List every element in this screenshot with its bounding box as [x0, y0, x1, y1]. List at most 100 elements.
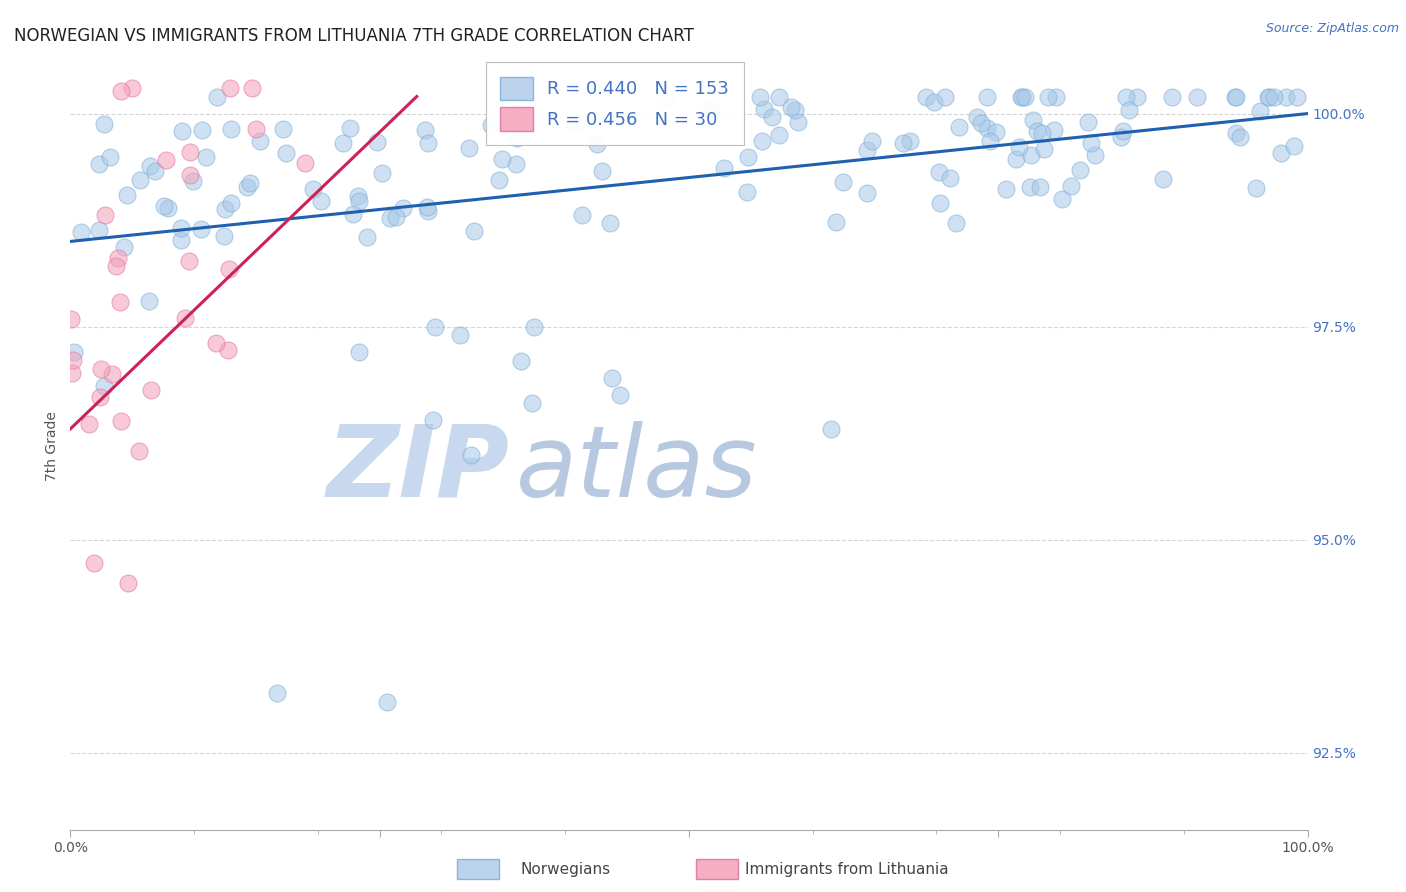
Point: [93, 117, 115, 131]
Point: [422, 413, 444, 427]
Point: [1032, 142, 1054, 156]
Point: [1045, 89, 1067, 103]
Point: [787, 115, 810, 129]
Point: [779, 100, 801, 114]
Point: [785, 103, 807, 118]
Point: [219, 196, 242, 211]
Point: [60, 366, 83, 380]
Point: [89, 390, 111, 404]
Point: [820, 422, 842, 436]
Point: [266, 686, 288, 700]
Point: [1018, 180, 1040, 194]
Point: [156, 201, 179, 215]
Point: [105, 259, 128, 273]
Point: [416, 204, 439, 219]
Point: [190, 221, 212, 235]
Point: [1225, 89, 1247, 103]
Point: [994, 181, 1017, 195]
Point: [415, 123, 437, 137]
Point: [1257, 89, 1279, 103]
Point: [117, 576, 139, 591]
Point: [294, 156, 316, 170]
Point: [599, 216, 621, 230]
Point: [371, 166, 394, 180]
Text: Source: ZipAtlas.com: Source: ZipAtlas.com: [1265, 22, 1399, 36]
Point: [94, 208, 117, 222]
Text: ZIP: ZIP: [326, 420, 509, 517]
Point: [460, 448, 482, 462]
Point: [970, 115, 993, 129]
Point: [609, 388, 631, 402]
Point: [564, 117, 586, 131]
Point: [509, 353, 531, 368]
Point: [928, 165, 950, 179]
Point: [169, 221, 191, 235]
Point: [349, 345, 371, 359]
Text: Norwegians: Norwegians: [520, 863, 610, 877]
Point: [1282, 138, 1305, 153]
Point: [1270, 146, 1292, 161]
Point: [457, 141, 479, 155]
Point: [240, 81, 263, 95]
Point: [153, 199, 176, 213]
Point: [754, 103, 776, 117]
Point: [1249, 104, 1271, 119]
Point: [110, 295, 132, 310]
Point: [986, 125, 1008, 139]
Point: [121, 81, 143, 95]
Point: [83, 556, 105, 570]
Point: [1077, 114, 1099, 128]
Point: [768, 89, 790, 103]
Point: [1004, 153, 1026, 167]
Point: [205, 336, 228, 351]
Point: [976, 121, 998, 136]
Point: [1060, 179, 1083, 194]
Point: [761, 111, 783, 125]
Point: [155, 153, 177, 168]
Point: [1229, 130, 1251, 145]
Text: Immigrants from Lithuania: Immigrants from Lithuania: [745, 863, 949, 877]
Point: [934, 89, 956, 103]
Point: [391, 201, 413, 215]
Point: [505, 157, 527, 171]
Point: [1019, 148, 1042, 162]
Point: [586, 137, 609, 152]
Point: [90, 362, 112, 376]
Point: [1275, 89, 1298, 103]
Point: [128, 443, 150, 458]
Point: [860, 135, 883, 149]
Point: [245, 122, 267, 136]
Point: [463, 224, 485, 238]
Point: [339, 120, 361, 135]
Point: [77, 417, 100, 431]
Point: [190, 123, 212, 137]
Point: [1286, 89, 1309, 103]
Point: [1109, 129, 1132, 144]
Point: [600, 371, 623, 385]
Point: [212, 229, 235, 244]
Point: [1029, 180, 1052, 194]
Point: [1036, 89, 1059, 103]
Point: [700, 103, 723, 117]
Point: [276, 145, 298, 160]
Point: [1263, 89, 1285, 103]
Point: [366, 135, 388, 149]
Point: [735, 185, 758, 199]
Point: [1031, 126, 1053, 140]
Point: [1080, 136, 1102, 150]
Point: [347, 188, 370, 202]
Point: [423, 319, 446, 334]
Point: [571, 208, 593, 222]
Point: [1152, 171, 1174, 186]
Point: [139, 159, 162, 173]
Point: [1118, 103, 1140, 117]
Point: [1115, 89, 1137, 103]
Point: [59, 311, 82, 326]
Point: [1244, 181, 1267, 195]
Point: [138, 294, 160, 309]
Point: [249, 134, 271, 148]
Point: [824, 215, 846, 229]
Point: [219, 81, 242, 95]
Point: [309, 194, 332, 208]
Point: [928, 195, 950, 210]
